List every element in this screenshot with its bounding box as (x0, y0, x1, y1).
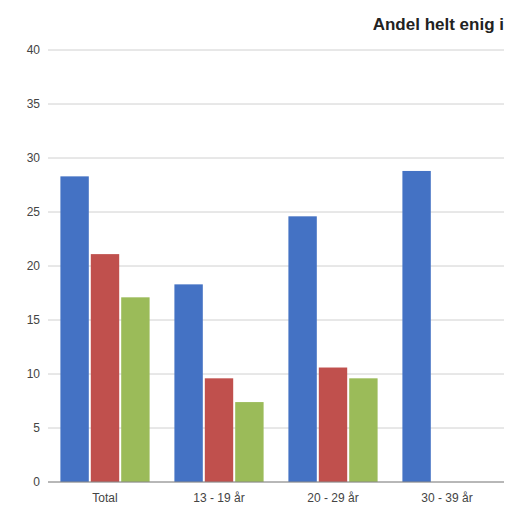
bar (91, 254, 119, 482)
grid-line (48, 50, 504, 51)
x-tick-label: Total (92, 491, 117, 505)
chart-svg: 0 5 10 15 20 25 30 35 40 Total 13 - 19 år 20 - 29 å… (0, 0, 520, 522)
chart-container: 0 5 10 15 20 25 30 35 40 Total 13 - 19 år 20 - 29 å… (0, 0, 520, 522)
title: Andel helt enig i (373, 15, 504, 34)
bar (235, 402, 263, 482)
y-tick-label: 5 (33, 421, 40, 435)
bar (319, 368, 347, 482)
y-tick-label: 35 (27, 97, 41, 111)
bar (174, 284, 202, 482)
y-tick-label: 30 (27, 151, 41, 165)
x-tick-label: 20 - 29 år (307, 491, 358, 505)
bar (205, 378, 233, 482)
bar (288, 216, 316, 482)
bars (60, 171, 430, 482)
grid-line (48, 212, 504, 213)
grid-line (48, 482, 504, 483)
bar (60, 176, 88, 482)
y-tick-label: 40 (27, 43, 41, 57)
y-tick-label: 25 (27, 205, 41, 219)
bar (349, 378, 377, 482)
x-tick-label: 13 - 19 år (193, 491, 244, 505)
grid-line (48, 104, 504, 105)
y-tick-label: 0 (33, 475, 40, 489)
bar (121, 297, 149, 482)
y-tick-label: 20 (27, 259, 41, 273)
bar (402, 171, 430, 482)
y-tick-label: 15 (27, 313, 41, 327)
y-tick-label: 10 (27, 367, 41, 381)
grid (48, 50, 504, 482)
grid-line (48, 158, 504, 159)
x-tick-label: 30 - 39 år (421, 491, 472, 505)
x-axis-line (48, 482, 504, 483)
